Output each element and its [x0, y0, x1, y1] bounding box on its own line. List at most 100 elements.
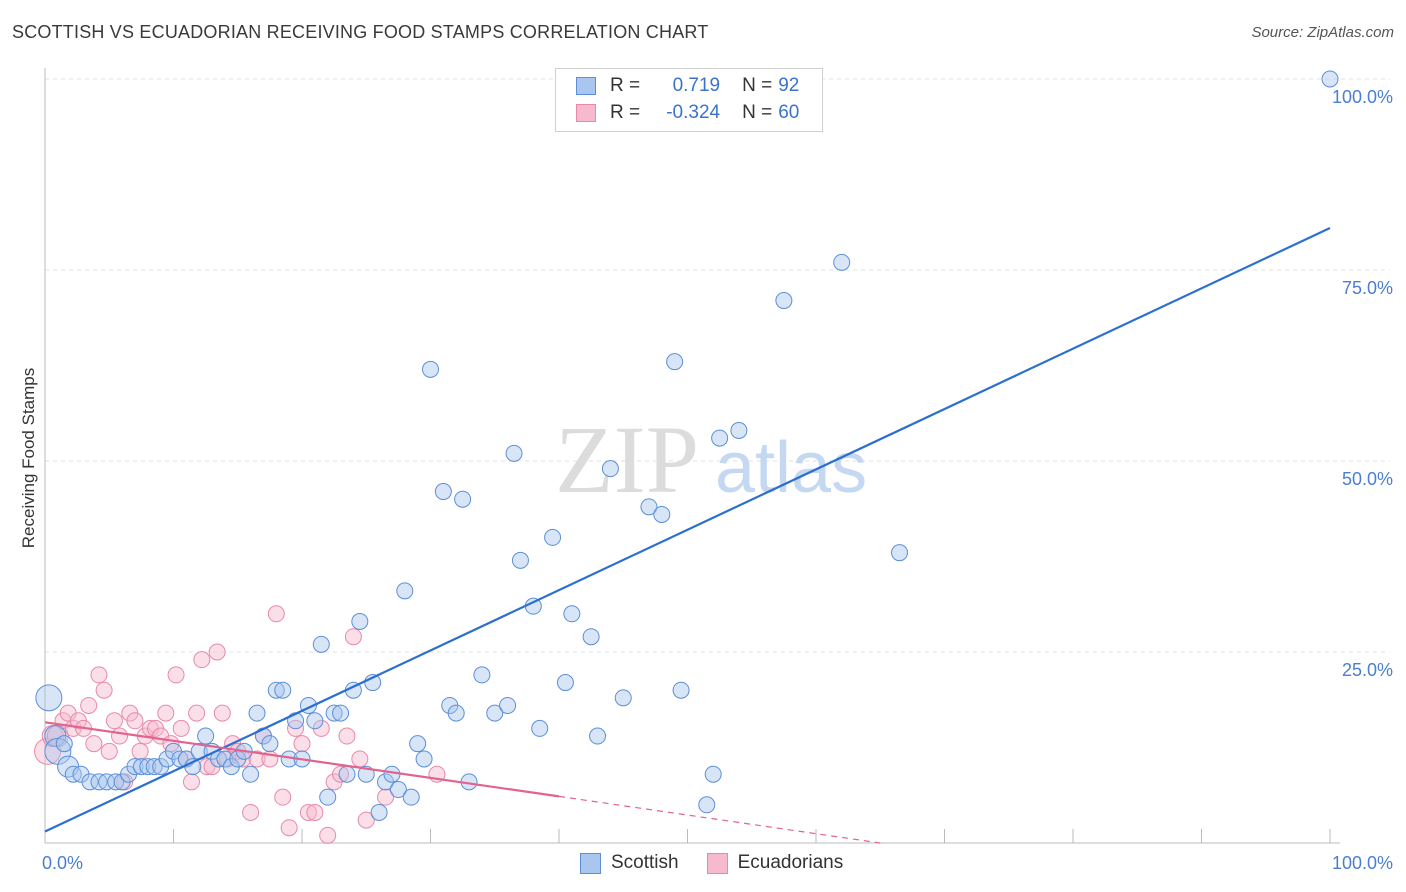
- scottish-point: [389, 781, 407, 799]
- scottish-trend-line: [44, 226, 1331, 833]
- series-legend: Scottish Ecuadorians: [580, 852, 871, 874]
- scottish-point: [511, 551, 529, 569]
- scottish-point: [81, 773, 99, 791]
- ecuadorians-n-value: 60: [778, 102, 800, 123]
- scottish-point: [287, 712, 305, 730]
- scottish-point: [672, 681, 690, 699]
- trend-lines: [44, 226, 1331, 844]
- n-label: N =: [742, 102, 773, 123]
- watermark-zip: ZIP: [555, 406, 699, 513]
- scottish-point: [563, 605, 581, 623]
- ecuadorians-point: [267, 605, 285, 623]
- correlation-legend: R = 0.719 N = 92 R = -0.324 N = 60: [555, 68, 823, 132]
- y-tick-label: 100.0%: [1332, 87, 1393, 107]
- scottish-point: [833, 253, 851, 271]
- scottish-point: [145, 758, 163, 776]
- ecuadorians-point: [357, 811, 375, 829]
- scottish-point: [556, 674, 574, 692]
- ecuadorians-point: [293, 735, 311, 753]
- scottish-point: [338, 765, 356, 783]
- ecuadorians-point: [306, 803, 324, 821]
- scottish-point: [319, 788, 337, 806]
- ecuadorians-point: [242, 803, 260, 821]
- scottish-point: [312, 635, 330, 653]
- ecuadorians-point: [167, 666, 185, 684]
- watermark: ZIP atlas: [555, 406, 867, 513]
- chart-title: SCOTTISH VS ECUADORIAN RECEIVING FOOD ST…: [12, 22, 709, 42]
- ecuadorians-trend-line: [44, 721, 560, 798]
- watermark-atlas: atlas: [715, 428, 867, 508]
- scottish-point: [614, 689, 632, 707]
- ecuadorians-point: [280, 819, 298, 837]
- scottish-point: [267, 681, 285, 699]
- legend-row-ecuadorians: R = -0.324 N = 60: [576, 100, 799, 126]
- y-tick-label: 50.0%: [1342, 469, 1393, 489]
- scottish-point: [409, 735, 427, 753]
- r-label: R =: [610, 75, 641, 96]
- scottish-point: [55, 735, 73, 753]
- scottish-legend-label: Scottish: [611, 852, 679, 873]
- scottish-point: [261, 735, 279, 753]
- scottish-point: [139, 758, 157, 776]
- y-tick-label: 25.0%: [1342, 660, 1393, 680]
- scottish-point: [589, 727, 607, 745]
- ecuadorians-point: [193, 651, 211, 669]
- legend-row-scottish: R = 0.719 N = 92: [576, 73, 799, 99]
- scottish-point: [35, 684, 63, 712]
- r-label: R =: [610, 102, 641, 123]
- ecuadorians-point: [248, 750, 266, 768]
- ecuadorians-point: [208, 643, 226, 661]
- scottish-point: [434, 483, 452, 501]
- ecuadorians-legend-label: Ecuadorians: [737, 852, 844, 873]
- ecuadorians-r-value: -0.324: [666, 102, 721, 123]
- ecuadorians-point: [105, 712, 123, 730]
- scottish-swatch: [576, 77, 596, 95]
- x-tick-label: 0.0%: [42, 853, 83, 873]
- ecuadorians-point: [188, 704, 206, 722]
- scottish-point: [730, 421, 748, 439]
- scottish-point: [242, 765, 260, 783]
- ecuadorians-swatch: [576, 104, 596, 122]
- scottish-point: [704, 765, 722, 783]
- legend-item-ecuadorians[interactable]: Ecuadorians: [706, 852, 844, 874]
- scottish-point: [351, 612, 369, 630]
- scottish-point: [698, 796, 716, 814]
- ecuadorians-point: [344, 628, 362, 646]
- y-axis-label: Receiving Food Stamps: [19, 368, 38, 548]
- scottish-point: [447, 704, 465, 722]
- scottish-point: [582, 628, 600, 646]
- ecuadorians-point: [332, 765, 350, 783]
- scottish-point: [531, 719, 549, 737]
- scottish-point: [544, 528, 562, 546]
- source-credit: Source: ZipAtlas.com: [1251, 24, 1394, 41]
- ecuadorians-point: [90, 666, 108, 684]
- scottish-point: [274, 681, 292, 699]
- scottish-point: [332, 704, 350, 722]
- ecuadorians-point: [351, 750, 369, 768]
- scottish-point: [383, 765, 401, 783]
- n-label: N =: [742, 75, 773, 96]
- tick-labels: 25.0% 50.0% 75.0% 100.0% 0.0% 100.0%: [42, 87, 1393, 873]
- scottish-point: [499, 696, 517, 714]
- scottish-legend-swatch: [580, 852, 601, 874]
- ecuadorians-points: [34, 605, 446, 844]
- gridlines: [45, 78, 1390, 653]
- ecuadorians-point: [126, 712, 144, 730]
- scottish-point: [454, 490, 472, 508]
- scottish-point: [711, 429, 729, 447]
- scottish-point: [473, 666, 491, 684]
- legend-item-scottish[interactable]: Scottish: [580, 852, 679, 874]
- ecuadorians-legend-swatch: [706, 852, 728, 874]
- scottish-point: [486, 704, 504, 722]
- scottish-point: [132, 758, 150, 776]
- axes: [44, 68, 1340, 844]
- scottish-point: [402, 788, 420, 806]
- ecuadorians-point: [299, 803, 317, 821]
- scottish-point: [126, 758, 144, 776]
- ecuadorians-point: [111, 727, 129, 745]
- scottish-point: [601, 460, 619, 478]
- ecuadorians-trend-extension: [558, 795, 881, 844]
- ecuadorians-point: [85, 735, 103, 753]
- scottish-point: [640, 498, 658, 516]
- scottish-point: [98, 773, 116, 791]
